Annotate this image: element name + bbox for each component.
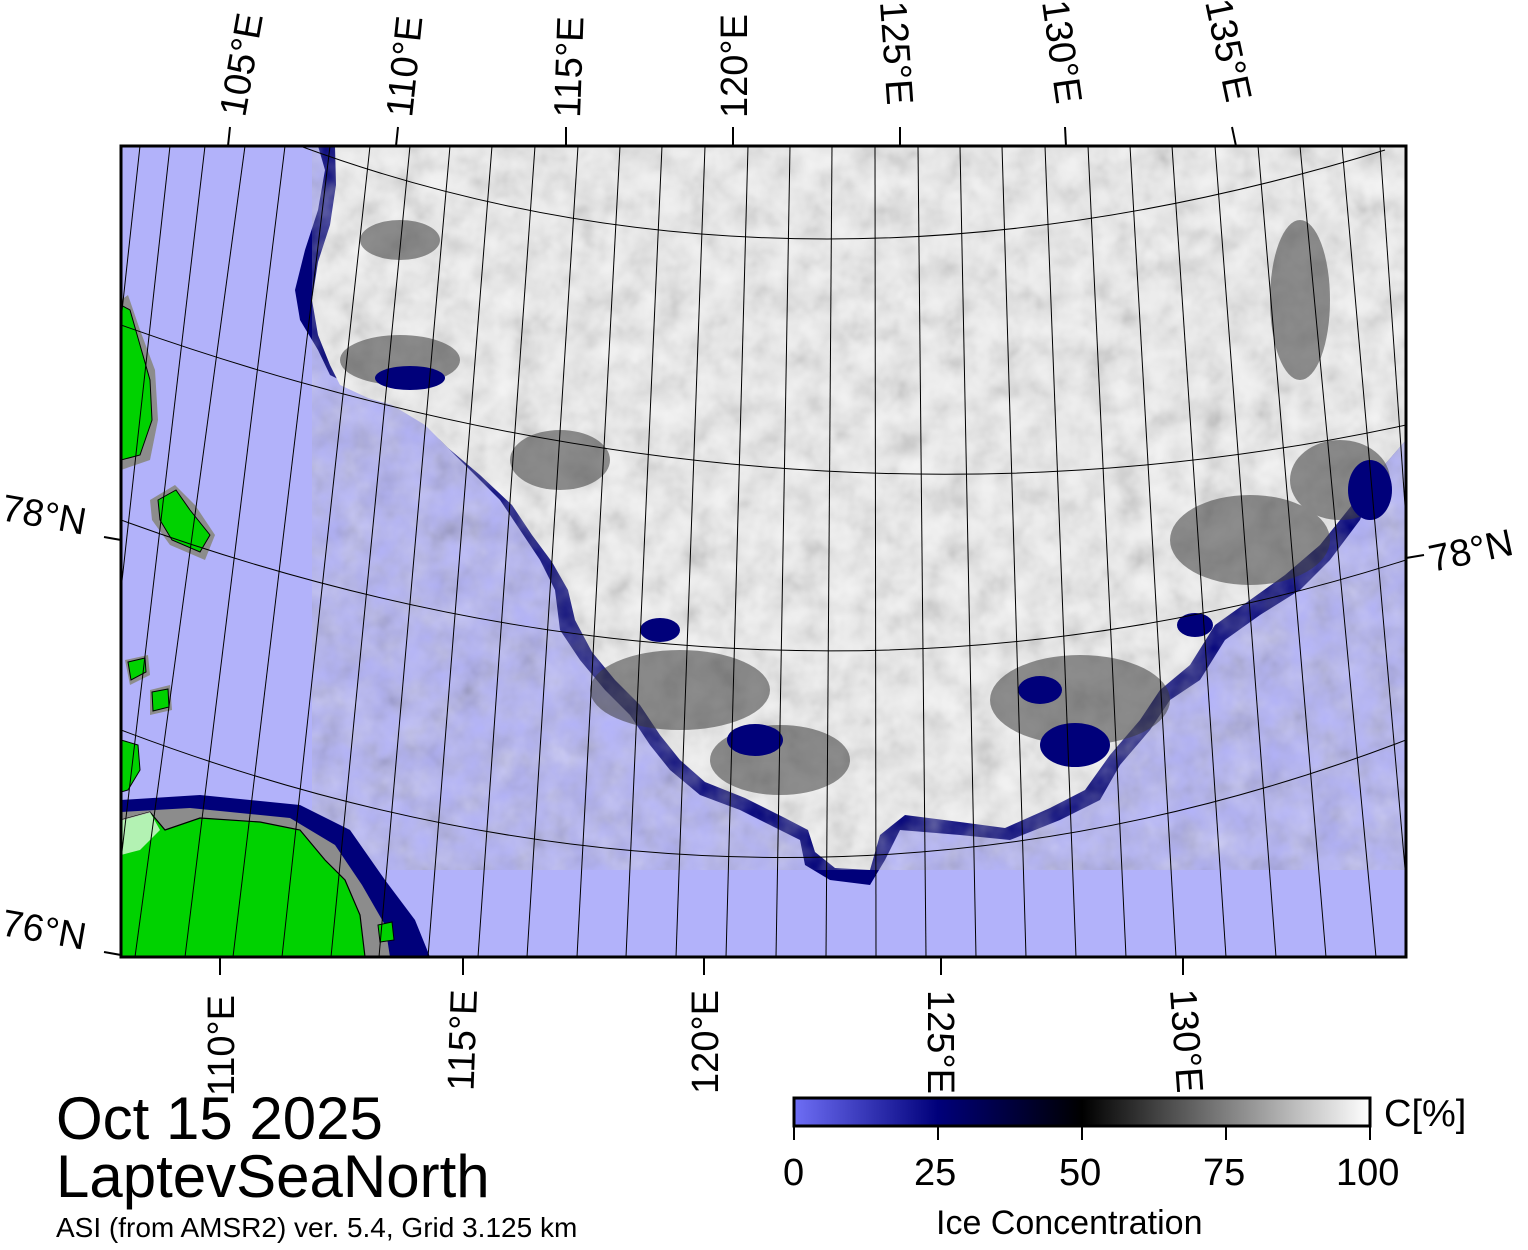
colorbar-tick-50: 50 [1059,1152,1102,1194]
colorbar-gradient [792,1096,1372,1128]
marginal-ice-zone [340,220,1390,795]
lon-label-top-125: 125°E [871,0,920,106]
colorbar-unit: C[%] [1384,1093,1467,1135]
meridians [121,146,1406,957]
lon-label-bottom-115: 115°E [440,989,486,1092]
parallels [121,146,1406,859]
colorbar-tick-75: 75 [1203,1152,1246,1194]
lon-label-bottom-120: 120°E [685,990,727,1094]
source-label: ASI (from AMSR2) ver. 5.4, Grid 3.125 km [56,1212,578,1243]
lon-label-top-130: 130°E [1033,0,1089,106]
lon-label-bottom-130: 130°E [1161,988,1210,1095]
top-lon-labels: 105°E 110°E 115°E 120°E 125°E 130°E 135°… [213,0,1259,120]
colorbar-title: Ice Concentration [936,1204,1203,1242]
colorbar-ticks [793,1126,1371,1140]
colorbar-tick-100: 100 [1336,1152,1400,1194]
land [121,295,430,957]
colorbar-tick-25: 25 [914,1152,957,1194]
region-label: LaptevSeaNorth [56,1143,490,1210]
lon-label-bottom-110: 110°E [201,995,243,1096]
lon-label-top-135: 135°E [1196,0,1259,106]
tick-marks [103,126,1425,975]
bottom-lon-labels: 110°E 115°E 120°E 125°E 130°E [201,988,1210,1096]
map-frame [119,144,1408,959]
lon-label-top-110: 110°E [379,14,431,119]
lon-label-bottom-125: 125°E [919,990,961,1094]
lat-label-left-76: 76°N [0,903,89,959]
lon-label-top-105: 105°E [213,10,272,120]
lon-label-top-120: 120°E [714,14,756,118]
lon-label-top-115: 115°E [547,16,593,119]
low-concentration-patches [375,366,1392,767]
lat-label-left-78: 78°N [0,488,89,544]
colorbar [792,1096,1372,1140]
date-label: Oct 15 2025 [56,1085,383,1152]
colorbar-tick-0: 0 [783,1152,805,1194]
lat-label-right-78: 78°N [1425,522,1517,581]
